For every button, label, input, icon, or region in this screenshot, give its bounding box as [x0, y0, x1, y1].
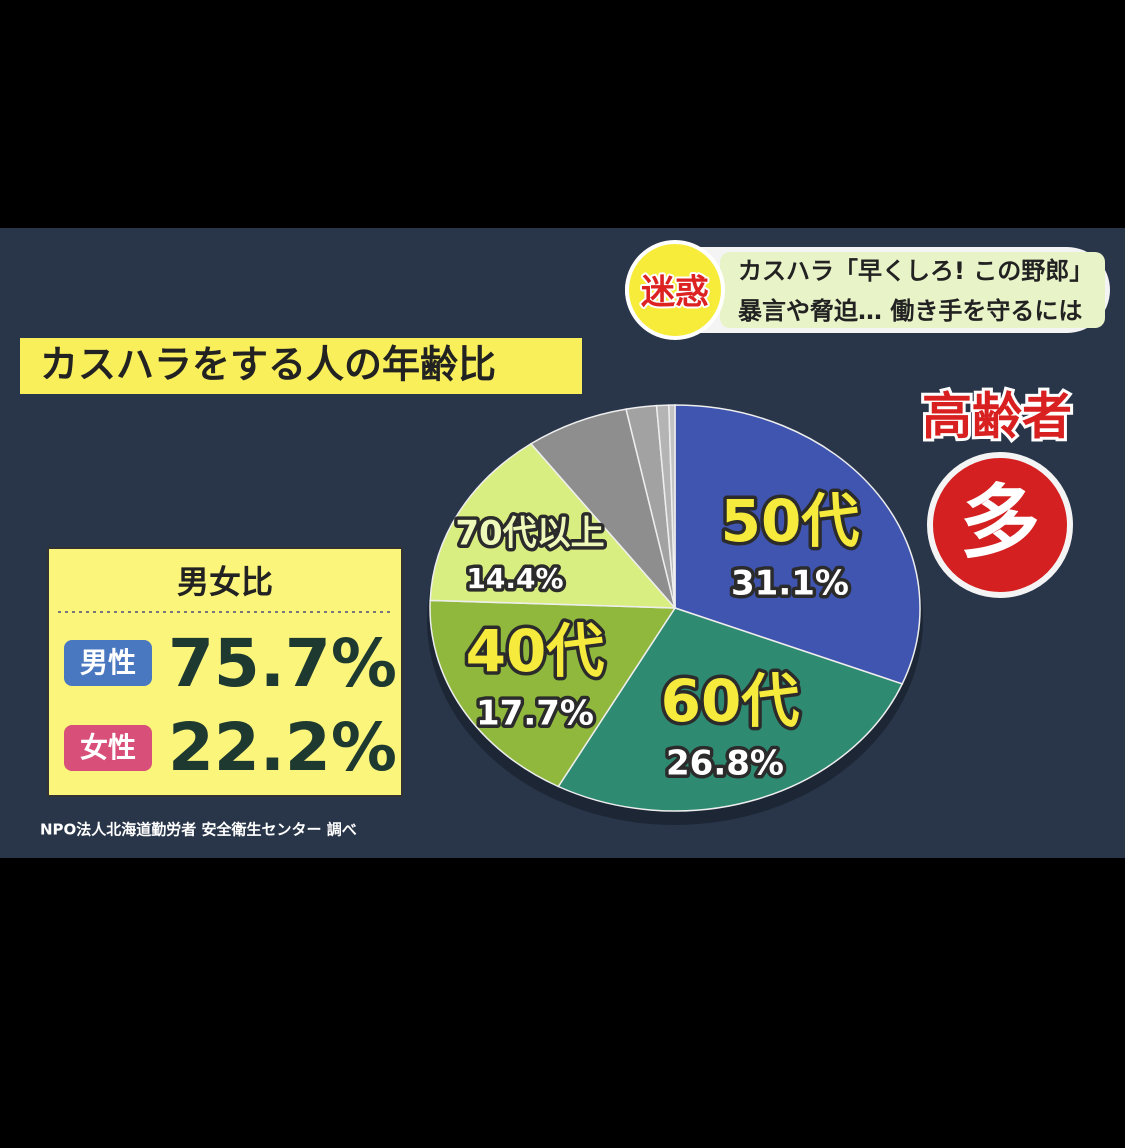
label-badge [64, 725, 152, 771]
header-band [720, 252, 1105, 328]
slice-label: 40代 [466, 617, 605, 685]
slice-label: 70代以上 [455, 514, 604, 554]
pie-slice [429, 599, 677, 788]
slice-value: 31.1% [731, 564, 849, 604]
slice-value: 17.7% [476, 694, 594, 734]
pie-slice [557, 607, 904, 812]
header-line: 暴言や脅迫… 働き手を守るには [738, 297, 1082, 325]
chart-title: カスハラをする人の年齢比 [40, 343, 496, 387]
gender-label: 女性 [80, 731, 136, 764]
callout-mark: 多 [960, 476, 1040, 569]
header-badge [625, 240, 725, 340]
label-badge [64, 640, 152, 686]
slice-label: 60代 [661, 667, 800, 735]
callout-title: 高齢者 [922, 388, 1072, 446]
slice-value: 26.8% [666, 744, 784, 784]
pie-slice [429, 442, 677, 609]
source: NPO法人北海道勤労者 安全衛生センター 調べ [40, 821, 357, 839]
slice-label: 50代 [721, 487, 860, 555]
title-bar [20, 338, 582, 394]
gender-title: 男女比 [177, 563, 273, 601]
pie-slice [674, 404, 921, 685]
callout-circle [927, 452, 1073, 598]
gender-label: 男性 [80, 646, 136, 679]
pie-slice [668, 404, 676, 609]
gender-value: 22.2% [168, 709, 397, 786]
gender-value: 75.7% [168, 625, 397, 702]
slice-value: 14.4% [466, 562, 563, 595]
pie-slice [529, 408, 676, 609]
header-line: カスハラ「早くしろ! この野郎」 [738, 257, 1093, 285]
header-badge-text: 迷惑 [641, 273, 709, 313]
